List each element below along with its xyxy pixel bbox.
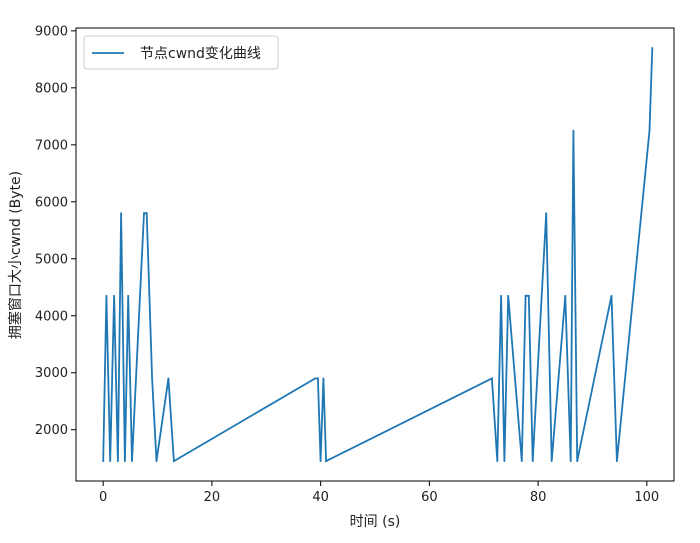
data-point [173,460,175,462]
data-point [322,377,325,380]
data-point [314,377,317,380]
y-tick-label: 5000 [35,252,68,267]
legend-label: 节点cwnd变化曲线 [140,46,261,62]
data-point [564,294,567,297]
data-point [531,460,534,462]
y-tick-label: 3000 [35,366,68,381]
y-axis-label: 拥塞窗口大小cwnd (Byte) [7,171,24,339]
data-point [572,129,575,132]
data-point [124,460,126,462]
data-point [325,460,327,462]
data-point [491,377,493,380]
x-tick-label: 100 [634,490,659,505]
data-point [616,460,618,462]
y-tick-label: 9000 [35,24,68,39]
x-tick-label: 0 [99,490,107,505]
data-point [500,294,502,297]
y-tick-label: 8000 [35,81,68,96]
legend-box [83,35,279,70]
data-point [520,460,523,462]
legend: 节点cwnd变化曲线 [83,35,279,70]
y-tick-label: 4000 [35,309,68,324]
data-point [109,460,112,462]
x-tick-label: 80 [530,490,547,505]
x-tick-label: 40 [312,490,329,505]
data-point [155,460,158,462]
data-point [317,377,319,380]
data-point [569,460,572,462]
data-point [117,460,119,462]
data-point [167,377,170,380]
data-point [113,294,115,297]
y-tick-label: 2000 [35,423,68,438]
data-point [319,460,322,462]
data-point [151,377,154,380]
data-point [527,294,530,297]
data-point [105,294,108,297]
data-point [131,460,133,462]
data-point [576,460,579,462]
data-point [651,47,654,49]
y-tick-label: 7000 [35,138,68,153]
data-point [545,212,548,215]
data-point [145,212,148,215]
y-tick-label: 6000 [35,195,68,210]
data-point [102,460,105,462]
data-point [550,460,553,462]
data-point [143,212,145,215]
x-tick-label: 60 [421,490,438,505]
plot-area [75,27,675,482]
data-point [127,294,130,297]
data-point [503,460,506,462]
axes-ticks: 0 20 40 60 80 100 2000 3000 4000 5000 6000 7000 8000… [35,24,659,505]
data-point [524,294,527,297]
data-point [648,129,651,132]
data-point [496,460,499,462]
data-point [610,294,613,297]
data-point [120,212,122,215]
series-layer [102,47,654,463]
x-tick-label: 20 [204,490,221,505]
x-axis-label: 时间 (s) [350,514,401,530]
data-point [507,294,510,297]
